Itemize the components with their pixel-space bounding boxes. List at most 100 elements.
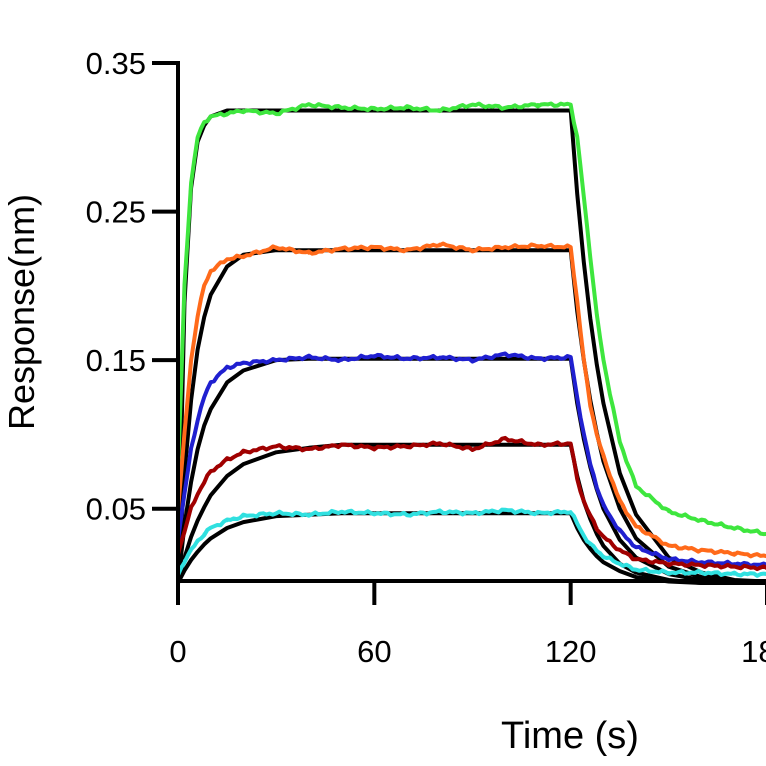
data-point [601,504,605,508]
data-point [536,511,540,515]
data-point [536,244,540,248]
x-tick-label: 120 [545,634,597,669]
data-point [536,443,540,447]
data-point [182,492,187,496]
data-point [575,477,579,481]
data-point [307,103,311,107]
data-point [196,539,200,544]
data-point [634,524,638,529]
data-point [595,526,599,530]
data-point [582,533,586,538]
data-point [340,443,344,447]
y-tick-label: 0.05 [86,492,146,527]
data-point [582,432,586,437]
data-point [503,105,507,110]
data-point [503,352,507,356]
data-point [340,247,344,251]
data-point [667,544,671,548]
data-point [307,355,311,359]
x-ticks: 0 60 120 180 [169,581,766,669]
data-point [438,441,442,445]
data-point [634,484,638,489]
data-point [225,519,229,523]
y-ticks: 0.05 0.15 0.25 0.35 [86,46,178,527]
data-point [202,532,206,536]
data-point [274,245,278,249]
data-point [699,571,704,575]
data-point [575,299,579,303]
data-point [405,105,409,110]
data-point [667,562,671,566]
data-point [595,484,599,489]
data-point [569,103,573,107]
data-point [634,568,638,572]
data-series-3 [176,351,766,568]
data-point [588,514,592,518]
data-point [372,354,376,358]
data-point [307,251,311,255]
data-point [588,254,592,258]
data-point [503,245,507,249]
data-point [470,511,475,515]
y-tick-label: 0.15 [86,343,146,378]
data-point [241,514,246,518]
data-point [667,557,671,561]
data-point [575,135,579,139]
data-point [340,105,344,110]
data-point [372,446,376,450]
data-point [595,313,599,318]
data-point [732,526,736,530]
data-point [438,510,442,514]
data-point [595,548,599,552]
x-tick-label: 180 [741,634,766,669]
data-point [470,358,475,362]
data-point [503,508,507,512]
y-tick-label: 0.25 [86,195,146,230]
data-point [438,242,442,246]
data-point [340,510,344,514]
data-point [569,441,573,445]
data-point [588,403,592,407]
y-tick-label: 0.35 [86,46,146,81]
data-point [601,535,605,539]
x-tick-label: 0 [169,634,186,669]
data-point [189,180,193,184]
data-point [189,447,193,451]
data-point [618,562,622,566]
data-point [182,559,187,563]
data-point [225,458,229,462]
data-point [241,450,246,454]
data-point [536,103,540,107]
data-point [405,248,409,252]
data-point [225,365,229,370]
x-axis-label: Time (s) [501,715,639,757]
data-point [588,462,592,466]
data-point [732,572,736,576]
data-point [307,447,311,451]
data-point [405,444,409,448]
data-point [405,357,409,361]
data-point [582,358,586,362]
data-point [438,108,442,113]
data-point [182,284,187,288]
data-point [569,245,573,249]
data-point [202,395,206,399]
data-point [209,526,213,530]
data-point [470,248,475,252]
data-point [196,135,200,139]
data-point [732,562,736,566]
data-point [699,563,704,567]
data-point [699,560,704,564]
data-point [202,120,206,125]
data-point [225,111,229,116]
data-point [569,510,573,514]
data-point [470,447,475,451]
data-point [196,492,200,496]
data-point [601,358,605,362]
data-point [536,357,540,361]
data-point [274,358,278,362]
data-point [595,432,599,437]
data-point [274,511,278,515]
